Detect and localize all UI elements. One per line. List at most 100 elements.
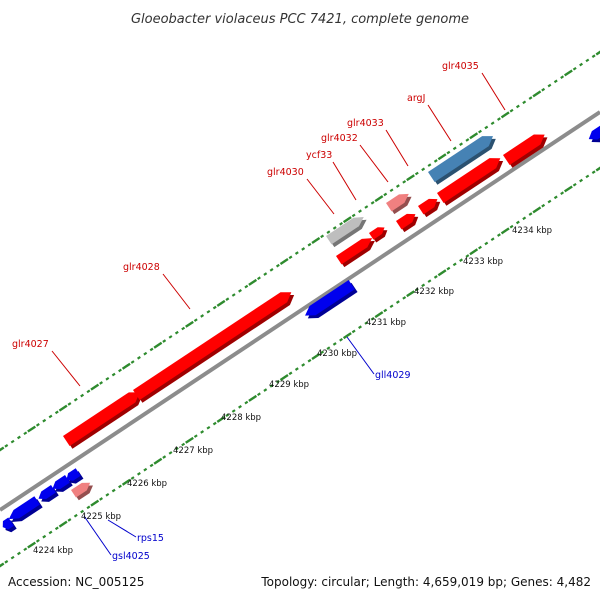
inner-tick-mark	[342, 332, 352, 340]
inner-tick-mark	[541, 203, 546, 208]
gene-glr4030-body	[326, 216, 364, 245]
inner-tick-mark	[275, 379, 280, 384]
outer-tick-mark	[374, 195, 384, 203]
inner-tick-mark	[532, 206, 542, 214]
leader-glr4033	[385, 129, 409, 167]
scale-label: 4228 kbp	[221, 413, 261, 423]
inner-tick-mark	[595, 166, 600, 172]
gene-reverse-b	[38, 485, 59, 502]
inner-tick-mark	[515, 220, 520, 225]
outer-tick-mark	[288, 255, 293, 260]
outer-tick-mark	[591, 54, 596, 58]
outer-tick-mark	[446, 150, 451, 155]
outer-tick-mark	[257, 276, 261, 281]
inner-tick-mark	[174, 446, 179, 451]
inner-tick-mark	[80, 509, 85, 514]
inner-tick-mark	[528, 212, 533, 216]
inner-tick-mark	[206, 425, 211, 430]
inner-tick-mark	[452, 262, 457, 267]
gene-label-glr4035: glr4035	[442, 61, 479, 72]
outer-tick-mark	[143, 351, 148, 356]
outer-tick-mark	[437, 153, 447, 161]
inner-tick-mark	[490, 237, 495, 242]
inner-tick-mark	[248, 394, 258, 402]
map-title: Gloeobacter violaceus PCC 7421, complete…	[131, 12, 469, 27]
outer-tick-mark	[497, 117, 501, 121]
outer-tick-mark	[547, 83, 552, 88]
outer-tick-mark	[162, 339, 167, 343]
gene-argJ-body	[428, 136, 493, 183]
gene-small-forward-shadow	[371, 230, 388, 243]
inner-tick-mark	[212, 421, 217, 426]
inner-tick-mark	[225, 413, 230, 417]
inner-tick-mark	[326, 346, 331, 350]
gene-reverse-d	[66, 468, 84, 484]
outer-tick-mark	[105, 376, 110, 381]
outer-tick-mark	[27, 425, 36, 433]
gene-reverse-a	[8, 496, 43, 522]
inner-tick-mark	[168, 451, 173, 455]
outer-tick-mark	[216, 299, 226, 307]
outer-tick-mark	[311, 237, 321, 245]
inner-tick-mark	[137, 472, 141, 476]
gene-forward-b-body	[418, 198, 438, 215]
inner-tick-mark	[105, 492, 110, 497]
outer-tick-mark	[478, 129, 482, 134]
gene-small-forward-body	[369, 227, 385, 240]
inner-tick-mark	[90, 499, 100, 507]
inner-tick-mark	[437, 269, 447, 277]
leader-argJ	[427, 104, 452, 142]
outer-tick-mark	[181, 326, 186, 331]
scale-label: 4229 kbp	[269, 380, 309, 390]
gene-small-forward	[369, 227, 388, 243]
outer-tick-mark	[541, 87, 546, 92]
inner-tick-mark	[339, 337, 343, 342]
gene-label-glr4027: glr4027	[12, 339, 49, 350]
gene-forward-c	[503, 134, 548, 168]
outer-tick-mark	[23, 431, 28, 436]
gene-label-glr4032: glr4032	[321, 133, 358, 144]
gene-gll4029	[305, 280, 358, 319]
outer-tick-mark	[67, 402, 72, 406]
leader-glr4027	[51, 350, 81, 387]
gene-rps15-body	[71, 482, 91, 498]
scale-label: 4234 kbp	[512, 226, 552, 236]
inner-tick-mark	[383, 308, 388, 313]
inner-tick-mark	[402, 296, 407, 300]
inner-tick-mark	[216, 415, 226, 423]
gene-forward-c-body	[503, 134, 545, 166]
gene-reverse-b-body	[38, 485, 56, 500]
inner-tick-mark	[572, 182, 577, 187]
inner-tick-mark	[547, 199, 552, 204]
outer-tick-mark	[121, 362, 131, 370]
outer-tick-mark	[332, 226, 337, 230]
inner-tick-mark	[185, 436, 194, 444]
inner-tick-mark	[364, 321, 369, 325]
inner-tick-mark	[54, 526, 59, 531]
inner-tick-mark	[58, 520, 68, 528]
gene-forward-b	[418, 198, 441, 218]
inner-tick-mark	[149, 463, 154, 468]
gene-reverse-edge	[588, 125, 600, 143]
outer-tick-mark	[212, 305, 217, 310]
outer-tick-mark	[58, 404, 68, 412]
inner-tick-mark	[427, 279, 432, 283]
inner-tick-mark	[459, 258, 463, 262]
inner-tick-mark	[193, 434, 198, 438]
outer-tick-mark	[370, 201, 375, 205]
scale-label: 4227 kbp	[173, 446, 213, 456]
inner-tick-mark	[10, 555, 15, 560]
inner-tick-mark	[143, 467, 148, 472]
inner-tick-mark	[484, 241, 489, 246]
outer-tick-mark	[579, 62, 583, 67]
genome-summary-text: Topology: circular; Length: 4,659,019 bp…	[260, 575, 591, 589]
gene-argJ	[428, 136, 496, 185]
outer-tick-mark	[269, 268, 274, 272]
outer-tick-mark	[490, 121, 495, 126]
leader-glr4030	[306, 178, 335, 215]
inner-tick-mark	[73, 513, 78, 518]
outer-tick-mark	[275, 263, 280, 268]
outer-tick-mark	[532, 90, 542, 98]
inner-tick-mark	[478, 245, 482, 250]
inner-tick-mark	[27, 541, 36, 549]
